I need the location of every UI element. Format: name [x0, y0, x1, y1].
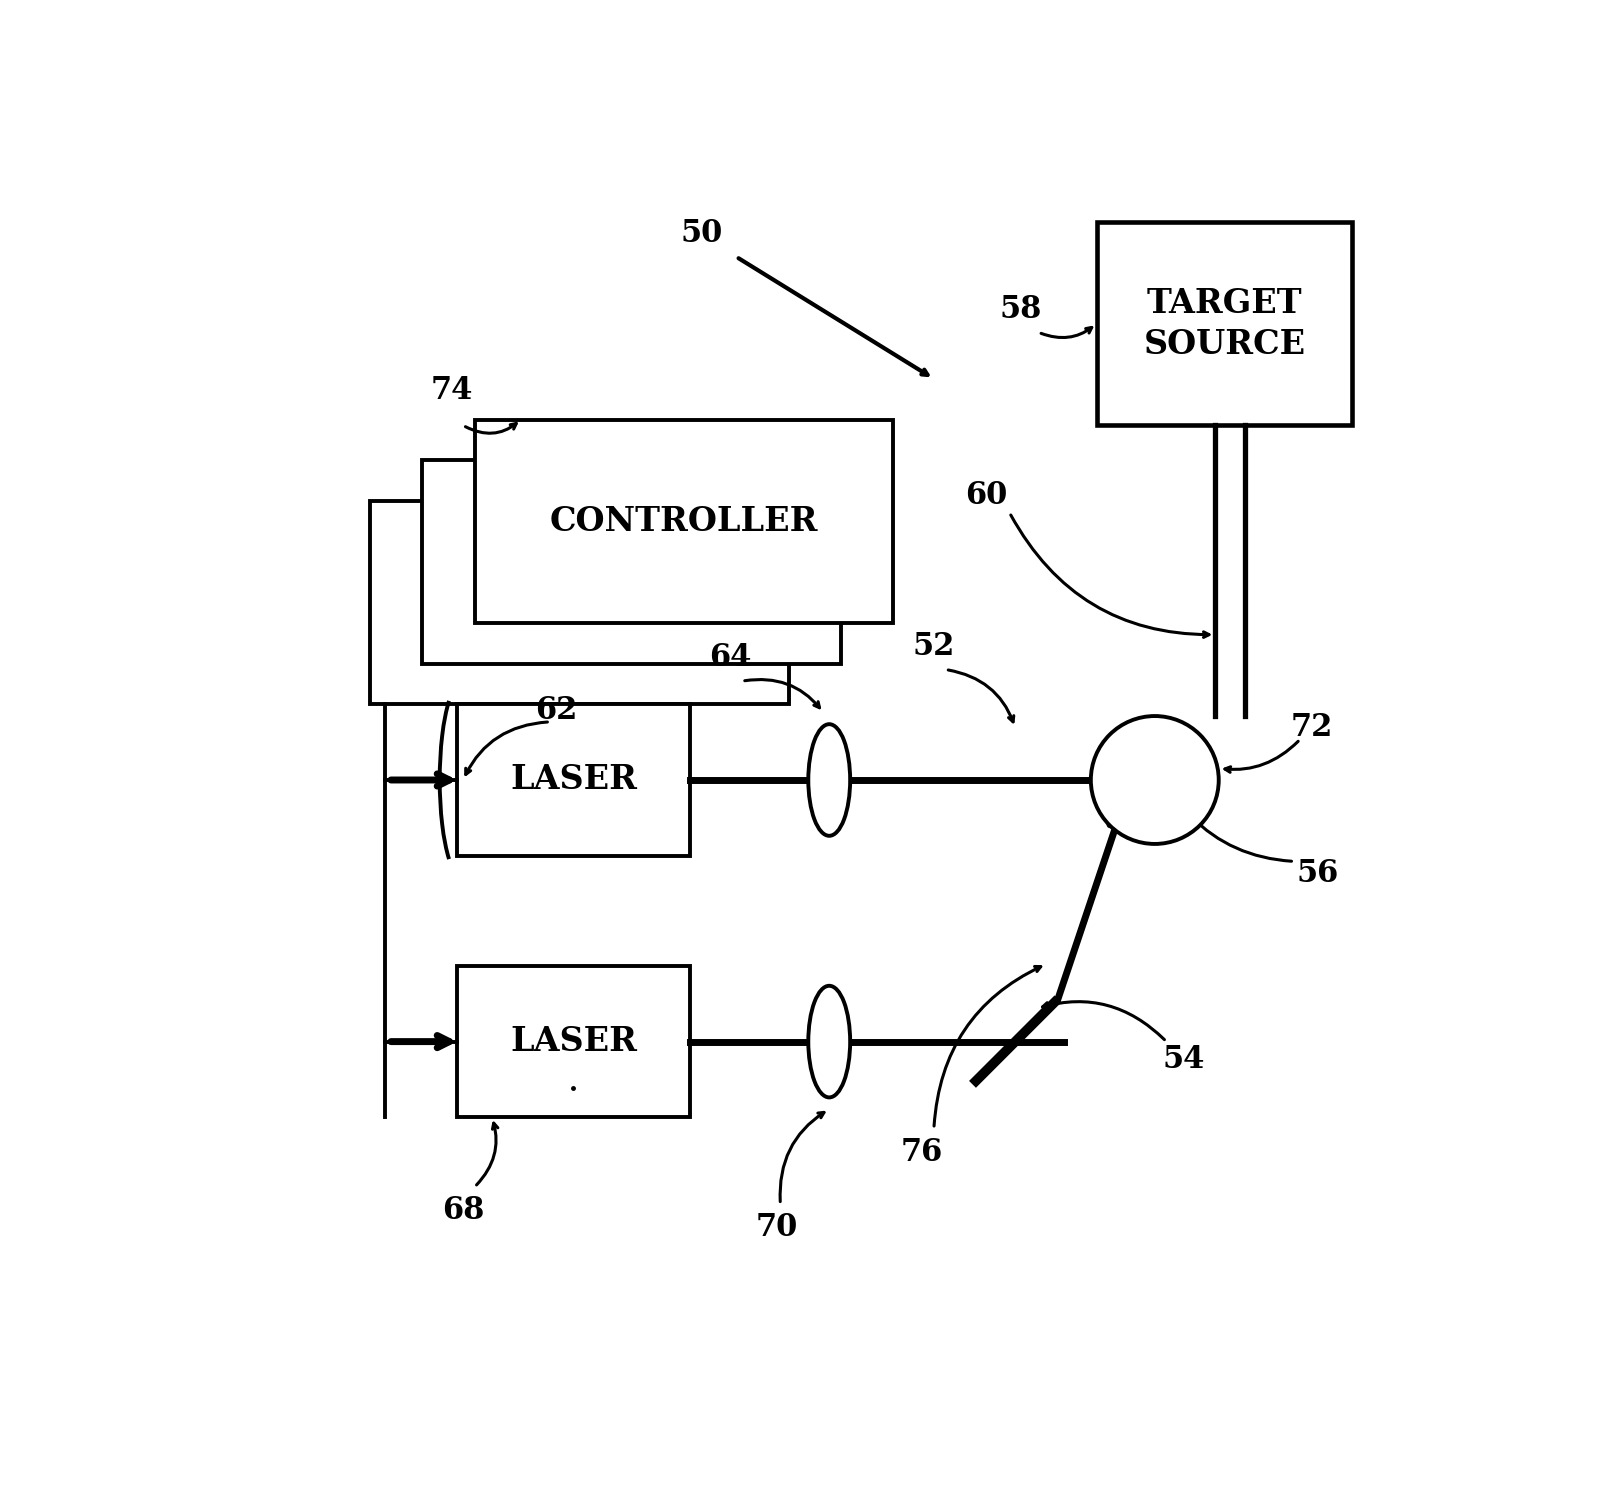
Text: 76: 76 — [901, 1137, 943, 1167]
Ellipse shape — [809, 725, 849, 837]
Text: TARGET
SOURCE: TARGET SOURCE — [1144, 287, 1306, 361]
Text: 74: 74 — [430, 374, 472, 406]
Text: 64: 64 — [709, 642, 752, 673]
Text: CONTROLLER: CONTROLLER — [550, 504, 819, 538]
Bar — [1097, 222, 1353, 426]
Bar — [371, 501, 788, 704]
Ellipse shape — [809, 986, 849, 1098]
Text: LASER: LASER — [510, 764, 637, 796]
Text: 52: 52 — [913, 631, 955, 661]
Text: 58: 58 — [1000, 293, 1042, 325]
Text: 56: 56 — [1296, 858, 1338, 888]
Text: 50: 50 — [680, 217, 723, 249]
Text: 68: 68 — [442, 1194, 484, 1226]
Text: 62: 62 — [536, 695, 578, 726]
Text: LASER: LASER — [510, 1025, 637, 1059]
Circle shape — [1091, 716, 1218, 844]
Text: 60: 60 — [964, 480, 1008, 510]
Bar — [458, 704, 689, 856]
Text: 54: 54 — [1163, 1043, 1205, 1075]
Text: 70: 70 — [756, 1213, 798, 1243]
Bar — [422, 461, 841, 664]
Bar — [458, 966, 689, 1117]
Bar — [474, 420, 893, 624]
Text: 72: 72 — [1291, 713, 1333, 743]
